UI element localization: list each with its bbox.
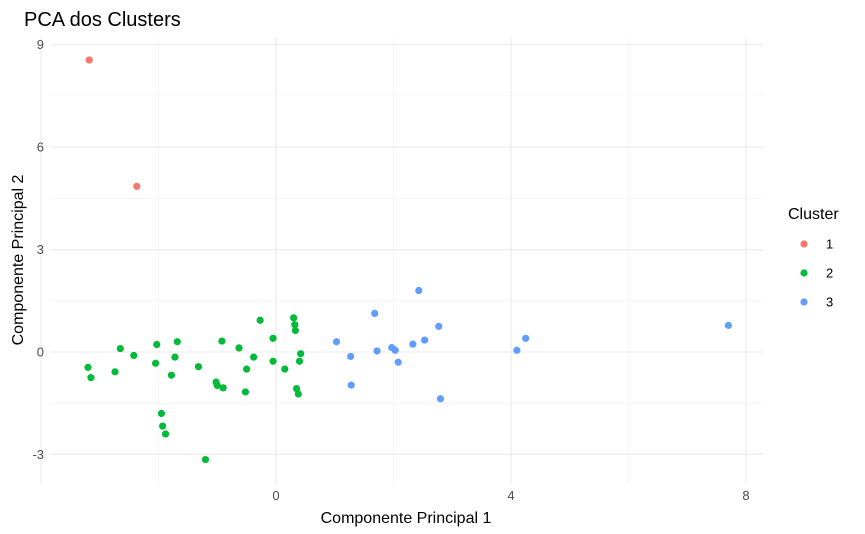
cluster-2-point bbox=[296, 358, 303, 365]
cluster-2-point bbox=[117, 345, 124, 352]
data-points bbox=[84, 56, 732, 463]
y-axis-title: Componente Principal 2 bbox=[10, 175, 27, 346]
minor-gridlines bbox=[51, 38, 763, 484]
cluster-1-point bbox=[86, 56, 93, 63]
legend-key-1 bbox=[800, 240, 807, 247]
cluster-3-point bbox=[371, 310, 378, 317]
cluster-2-point bbox=[250, 354, 257, 361]
cluster-2-point bbox=[295, 390, 302, 397]
cluster-2-point bbox=[158, 410, 165, 417]
cluster-3-point bbox=[513, 347, 520, 354]
cluster-2-point bbox=[269, 335, 276, 342]
x-tick-label: 0 bbox=[272, 488, 279, 503]
cluster-2-point bbox=[162, 430, 169, 437]
cluster-2-point bbox=[202, 456, 209, 463]
cluster-3-point bbox=[373, 347, 380, 354]
cluster-2-point bbox=[290, 314, 297, 321]
cluster-2-point bbox=[257, 317, 264, 324]
cluster-2-point bbox=[174, 338, 181, 345]
cluster-2-point bbox=[152, 360, 159, 367]
legend-label-1: 1 bbox=[826, 237, 833, 252]
cluster-2-point bbox=[159, 423, 166, 430]
x-axis-tick-labels: 0 4 8 bbox=[272, 488, 749, 503]
cluster-2-point bbox=[243, 365, 250, 372]
legend-label-3: 3 bbox=[826, 295, 833, 310]
cluster-2-point bbox=[297, 350, 304, 357]
x-tick-label: 8 bbox=[742, 488, 749, 503]
legend-items: 1 2 3 bbox=[800, 237, 833, 310]
y-axis-tick-labels: -3 0 3 6 9 bbox=[32, 37, 44, 462]
cluster-3-point bbox=[333, 338, 340, 345]
cluster-2-point bbox=[171, 354, 178, 361]
cluster-3-point bbox=[409, 341, 416, 348]
cluster-2-point bbox=[292, 327, 299, 334]
cluster-3-point bbox=[415, 287, 422, 294]
cluster-2-point bbox=[153, 341, 160, 348]
cluster-3-point bbox=[392, 347, 399, 354]
cluster-2-point bbox=[195, 363, 202, 370]
cluster-2-point bbox=[281, 365, 288, 372]
cluster-2-point bbox=[269, 358, 276, 365]
cluster-2-point bbox=[111, 368, 118, 375]
y-tick-label: 9 bbox=[37, 37, 44, 52]
legend-title: Cluster bbox=[788, 206, 839, 223]
cluster-2-point bbox=[168, 372, 175, 379]
cluster-3-point bbox=[395, 359, 402, 366]
cluster-2-point bbox=[242, 388, 249, 395]
cluster-3-point bbox=[347, 353, 354, 360]
y-tick-label: 0 bbox=[37, 345, 44, 360]
y-tick-label: -3 bbox=[32, 447, 44, 462]
cluster-3-point bbox=[421, 336, 428, 343]
legend-key-3 bbox=[800, 298, 807, 305]
cluster-3-point bbox=[522, 335, 529, 342]
cluster-2-point bbox=[220, 384, 227, 391]
cluster-1-point bbox=[133, 183, 140, 190]
legend-key-2 bbox=[800, 269, 807, 276]
cluster-2-point bbox=[84, 364, 91, 371]
cluster-2-point bbox=[235, 344, 242, 351]
legend-label-2: 2 bbox=[826, 266, 833, 281]
y-tick-label: 6 bbox=[37, 140, 44, 155]
major-gridlines bbox=[41, 38, 763, 484]
y-tick-label: 3 bbox=[37, 242, 44, 257]
cluster-2-point bbox=[87, 374, 94, 381]
cluster-2-point bbox=[130, 352, 137, 359]
cluster-3-point bbox=[437, 395, 444, 402]
cluster-3-point bbox=[435, 323, 442, 330]
cluster-3-point bbox=[348, 382, 355, 389]
cluster-2-point bbox=[218, 337, 225, 344]
cluster-3-point bbox=[725, 322, 732, 329]
x-tick-label: 4 bbox=[507, 488, 514, 503]
legend: Cluster 1 2 3 bbox=[788, 206, 839, 310]
x-axis-title: Componente Principal 1 bbox=[321, 510, 492, 527]
chart-title: PCA dos Clusters bbox=[24, 9, 181, 31]
